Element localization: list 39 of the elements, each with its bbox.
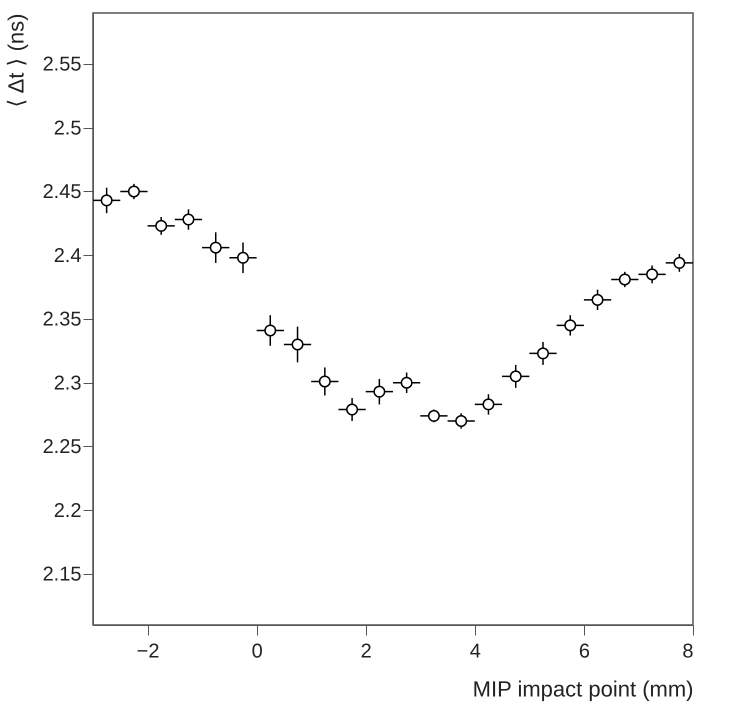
point: [564, 319, 576, 332]
point: [673, 256, 686, 269]
x-tick-label: −2: [136, 640, 160, 662]
x-tick-label: 8: [682, 640, 694, 662]
x-tick-label: 2: [360, 640, 372, 662]
y-tick-label: 2.45: [42, 181, 82, 203]
point: [537, 347, 549, 360]
y-axis-title: ⟨ Δt ⟩ (ns): [4, 14, 29, 108]
point: [155, 220, 168, 232]
y-tick-label: 2.35: [42, 308, 82, 330]
point: [400, 376, 413, 389]
point: [182, 214, 194, 226]
point: [482, 398, 494, 410]
x-tick-label: 6: [578, 640, 590, 662]
point: [428, 410, 440, 422]
point: [292, 338, 304, 350]
y-tick-label: 2.3: [54, 372, 82, 394]
point: [373, 386, 386, 398]
y-tick-label: 2.5: [54, 117, 82, 140]
x-tick-label: 0: [252, 640, 263, 662]
x-axis-title: MIP impact point (mm): [472, 676, 694, 702]
point: [592, 294, 604, 306]
x-tick-label: 4: [470, 640, 481, 662]
point: [264, 324, 276, 336]
point: [510, 370, 522, 382]
y-tick-label: 2.4: [54, 244, 82, 267]
point: [455, 415, 468, 427]
point: [237, 252, 249, 264]
point: [128, 186, 140, 198]
point: [618, 273, 631, 286]
y-tick-label: 2.55: [42, 54, 82, 76]
y-tick-label: 2.15: [42, 564, 82, 586]
y-tick-label: 2.2: [54, 500, 82, 522]
point: [646, 268, 658, 280]
point: [100, 194, 113, 206]
point: [210, 242, 222, 254]
point: [346, 404, 358, 416]
point: [318, 375, 331, 388]
y-tick-label: 2.25: [42, 436, 82, 458]
